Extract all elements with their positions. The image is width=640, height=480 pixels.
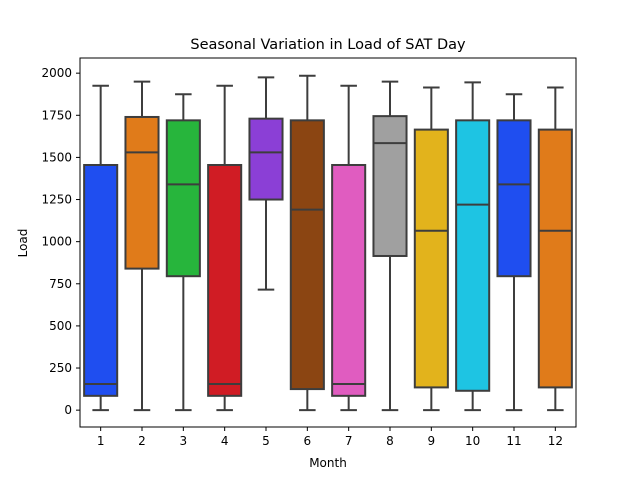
box-iqr — [289, 119, 325, 391]
x-tick-label: 1 — [97, 434, 105, 448]
x-axis: 1 2 3 4 5 6 7 8 9 10 11 12 — [97, 427, 563, 448]
box-month-8 — [372, 80, 408, 412]
y-axis: 0 250 500 750 1000 1250 1500 1750 2000 — [41, 66, 80, 417]
box-iqr — [124, 115, 160, 270]
chart-title: Seasonal Variation in Load of SAT Day — [190, 37, 466, 53]
box-month-12 — [537, 86, 573, 412]
box-month-3 — [165, 93, 201, 412]
box-iqr — [83, 163, 119, 397]
y-tick-label: 1000 — [41, 235, 72, 249]
y-tick-label: 1250 — [41, 193, 72, 207]
x-tick-label: 8 — [386, 434, 394, 448]
box-month-4 — [207, 84, 243, 412]
box-iqr — [413, 128, 449, 389]
box-iqr — [248, 117, 284, 201]
box-iqr — [331, 163, 367, 397]
box-iqr — [496, 119, 532, 278]
box-month-7 — [331, 84, 367, 412]
x-tick-label: 3 — [180, 434, 188, 448]
y-axis-label: Load — [16, 229, 30, 258]
y-tick-label: 250 — [49, 361, 72, 375]
x-tick-label: 4 — [221, 434, 229, 448]
box-iqr — [455, 119, 491, 392]
x-tick-label: 2 — [138, 434, 146, 448]
box-month-5 — [248, 76, 284, 291]
x-tick-label: 10 — [465, 434, 480, 448]
y-tick-label: 500 — [49, 319, 72, 333]
y-tick-label: 750 — [49, 277, 72, 291]
box-month-6 — [289, 74, 325, 412]
x-tick-label: 9 — [428, 434, 436, 448]
box-iqr — [372, 115, 408, 257]
x-tick-label: 11 — [506, 434, 521, 448]
plot-area — [79, 57, 577, 428]
box-month-9 — [413, 86, 449, 412]
y-tick-label: 1500 — [41, 150, 72, 164]
box-iqr — [207, 163, 243, 397]
axes-frame — [79, 57, 577, 428]
box-month-1 — [83, 84, 119, 412]
y-tick-label: 1750 — [41, 108, 72, 122]
x-axis-label: Month — [309, 456, 347, 470]
y-tick-label: 0 — [64, 403, 72, 417]
box-month-11 — [496, 93, 532, 412]
y-tick-label: 2000 — [41, 66, 72, 80]
x-tick-label: 7 — [345, 434, 353, 448]
box-month-2 — [124, 80, 160, 412]
x-tick-label: 6 — [304, 434, 312, 448]
box-iqr — [165, 119, 201, 278]
x-tick-label: 5 — [262, 434, 270, 448]
x-tick-label: 12 — [548, 434, 563, 448]
box-month-10 — [455, 81, 491, 412]
box-iqr — [537, 128, 573, 389]
